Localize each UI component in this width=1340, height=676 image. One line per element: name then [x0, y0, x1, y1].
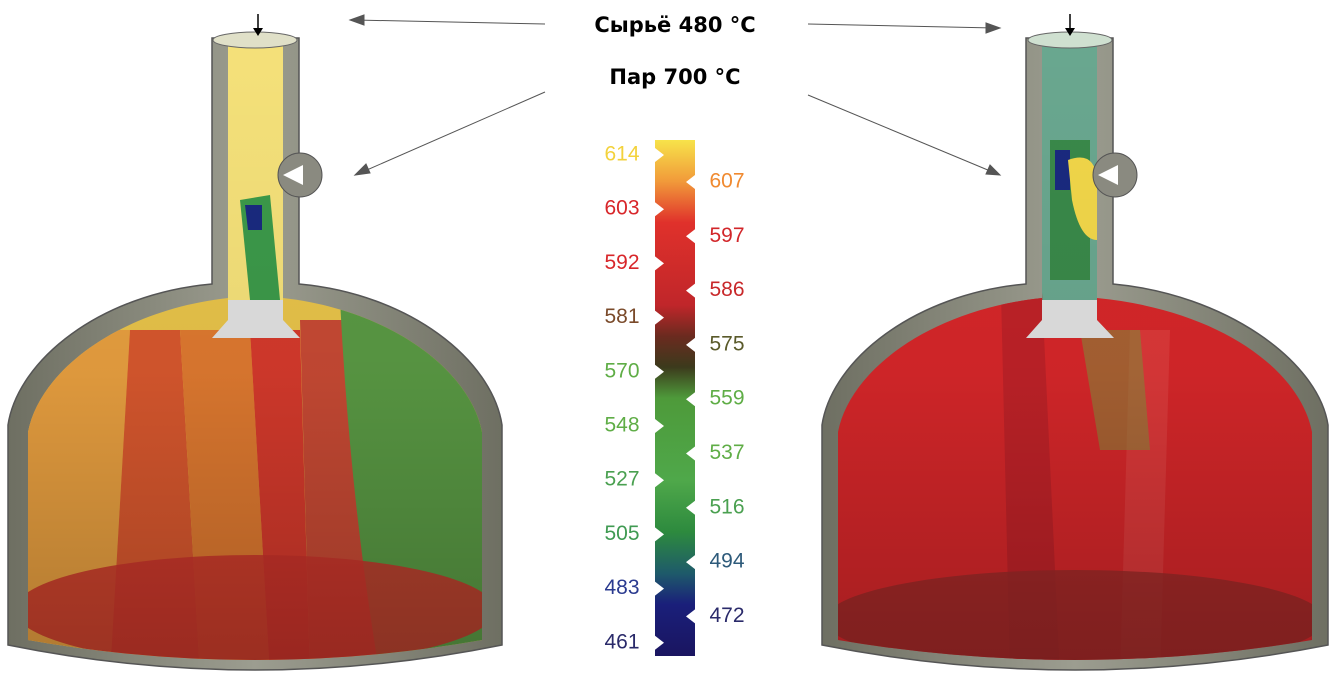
steam-label: Пар 700 °C [609, 65, 740, 89]
scale-label: 575 [709, 332, 744, 355]
scale-label: 516 [709, 495, 744, 518]
scale-label: 527 [604, 468, 639, 491]
figure: Сырьё 480 °C Пар 700 °C 614 603 592 581 570 5… [0, 0, 1340, 676]
scale-label: 603 [604, 197, 639, 220]
left-vessel [0, 0, 520, 676]
scale-label: 597 [709, 224, 744, 247]
scale-label: 461 [604, 630, 639, 653]
scale-label: 592 [604, 251, 639, 274]
scale-label: 472 [709, 604, 744, 627]
scale-label: 614 [604, 143, 639, 166]
right-vessel [820, 0, 1340, 676]
scale-label: 494 [709, 550, 744, 573]
scale-label: 607 [709, 170, 744, 193]
scale-label: 570 [604, 359, 639, 382]
scale-label: 548 [604, 414, 639, 437]
scale-label: 586 [709, 278, 744, 301]
feed-label: Сырьё 480 °C [594, 13, 755, 37]
scale-label: 483 [604, 576, 639, 599]
scale-label: 537 [709, 441, 744, 464]
scale-label: 581 [604, 305, 639, 328]
scale-label: 505 [604, 522, 639, 545]
scale-label: 559 [709, 387, 744, 410]
